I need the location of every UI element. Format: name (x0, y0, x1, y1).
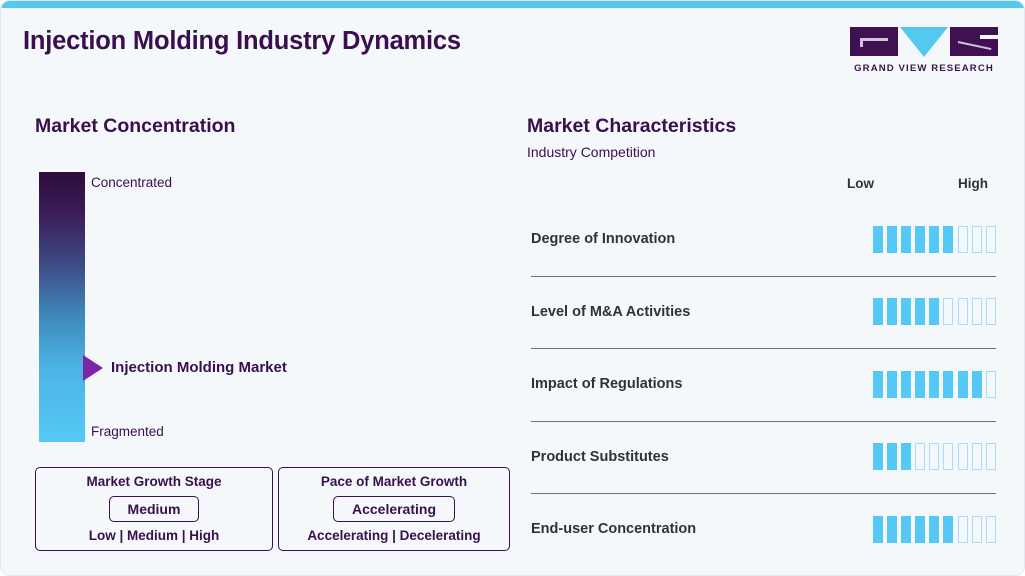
rating-tick-filled (957, 370, 968, 398)
pace-of-market-growth-title: Pace of Market Growth (320, 474, 468, 489)
rating-tick-filled (872, 298, 883, 326)
brand-logo: GRAND VIEW RESEARCH (850, 27, 998, 74)
rating-tick-empty (986, 225, 996, 253)
rating-tick-filled (886, 370, 897, 398)
rating-tick-filled (886, 298, 897, 326)
rating-tick-filled (929, 370, 940, 398)
rating-tick-filled (872, 225, 883, 253)
rating-tick-empty (929, 443, 940, 471)
rating-tick-empty (986, 515, 996, 543)
rating-tick-filled (915, 370, 926, 398)
characteristic-row: Level of M&A Activities (531, 275, 996, 349)
market-concentration-heading: Market Concentration (35, 115, 236, 137)
rating-tick-filled (900, 443, 911, 471)
market-growth-stage-options: Low | Medium | High (88, 528, 220, 543)
rating-tick-empty (986, 298, 996, 326)
rating-scale-low-label: Low (847, 176, 874, 191)
rating-tick-filled (886, 225, 897, 253)
rating-tick-filled (872, 515, 883, 543)
characteristic-rating (872, 443, 996, 471)
market-characteristics-heading: Market Characteristics (527, 115, 737, 137)
rating-tick-filled (886, 443, 897, 471)
scale-label-concentrated: Concentrated (91, 175, 173, 190)
rating-tick-empty (971, 298, 982, 326)
characteristic-rating (872, 298, 996, 326)
rating-tick-filled (872, 370, 883, 398)
characteristic-label: End-user Concentration (531, 521, 697, 538)
rating-tick-filled (900, 225, 911, 253)
rating-tick-empty (957, 443, 968, 471)
characteristic-rating (872, 370, 996, 398)
rating-tick-filled (943, 225, 954, 253)
market-growth-stage-box: Market Growth Stage Medium Low | Medium … (35, 467, 273, 551)
pace-of-market-growth-box: Pace of Market Growth Accelerating Accel… (278, 467, 510, 551)
rating-tick-empty (971, 225, 982, 253)
market-growth-stage-title: Market Growth Stage (86, 474, 222, 489)
logo-rect-right-icon (950, 27, 998, 56)
pace-of-market-growth-value: Accelerating (332, 495, 456, 522)
rating-tick-filled (872, 443, 883, 471)
rating-tick-empty (986, 370, 996, 398)
rating-tick-filled (886, 515, 897, 543)
pace-of-market-growth-options: Accelerating | Decelerating (307, 528, 481, 543)
rating-tick-empty (957, 515, 968, 543)
characteristic-label: Impact of Regulations (531, 376, 683, 393)
characteristic-rating (872, 515, 996, 543)
rating-tick-filled (900, 298, 911, 326)
rating-tick-filled (971, 370, 982, 398)
market-characteristics-subheading: Industry Competition (527, 144, 656, 160)
rating-tick-empty (957, 298, 968, 326)
characteristic-row: Product Substitutes (531, 420, 996, 494)
characteristic-label: Level of M&A Activities (531, 303, 691, 320)
logo-marks (850, 27, 998, 57)
characteristic-row: Impact of Regulations (531, 348, 996, 421)
characteristic-label: Degree of Innovation (531, 231, 676, 248)
logo-triangle-icon (900, 27, 948, 57)
page-title: Injection Molding Industry Dynamics (23, 27, 461, 55)
rating-tick-filled (915, 298, 926, 326)
rating-tick-filled (929, 225, 940, 253)
rating-scale-high-label: High (958, 176, 988, 191)
logo-rect-left-icon (850, 27, 898, 56)
rating-tick-filled (915, 225, 926, 253)
top-accent-bar (1, 1, 1024, 8)
characteristic-label: Product Substitutes (531, 448, 669, 465)
logo-wordmark: GRAND VIEW RESEARCH (854, 63, 994, 74)
characteristics-list: Degree of Innovation Level of M&A Activit… (531, 203, 996, 566)
concentration-gradient-bar (39, 172, 85, 442)
characteristic-row: Degree of Innovation (531, 203, 996, 276)
rating-tick-filled (900, 370, 911, 398)
scale-label-fragmented: Fragmented (91, 424, 164, 439)
rating-tick-empty (971, 443, 982, 471)
rating-tick-empty (915, 443, 926, 471)
market-position-marker-icon (83, 355, 103, 381)
market-position-label: Injection Molding Market (111, 359, 287, 376)
rating-tick-empty (971, 515, 982, 543)
rating-tick-filled (915, 515, 926, 543)
rating-tick-filled (929, 298, 940, 326)
market-growth-stage-value: Medium (108, 495, 200, 522)
rating-tick-filled (943, 370, 954, 398)
characteristic-rating (872, 225, 996, 253)
characteristic-row: End-user Concentration (531, 493, 996, 566)
rating-tick-filled (929, 515, 940, 543)
rating-tick-empty (943, 298, 954, 326)
rating-tick-empty (957, 225, 968, 253)
rating-tick-empty (943, 443, 954, 471)
rating-tick-filled (900, 515, 911, 543)
rating-tick-filled (943, 515, 954, 543)
rating-tick-empty (986, 443, 996, 471)
